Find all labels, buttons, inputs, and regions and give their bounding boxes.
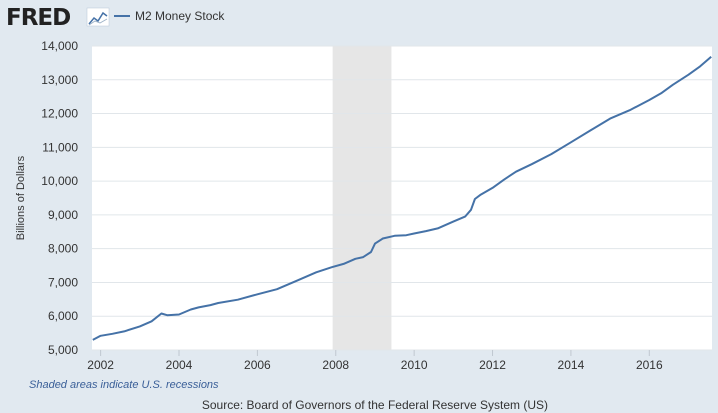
y-tick-label: 7,000 [48, 275, 78, 289]
header: FRED M2 Money Stock [6, 5, 225, 31]
x-tick-label: 2016 [636, 358, 663, 372]
y-tick-label: 13,000 [41, 73, 78, 87]
y-tick-label: 8,000 [48, 242, 78, 256]
grid-layer [92, 45, 712, 351]
y-axis-ticks: 5,000 6,000 7,000 8,000 9,000 10,000 11,000 12,… [41, 39, 78, 357]
source-note: Source: Board of Governors of the Federa… [202, 398, 548, 412]
recession-band [332, 46, 392, 350]
x-tick-label: 2008 [322, 358, 349, 372]
y-tick-label: 5,000 [48, 343, 78, 357]
y-tick-label: 12,000 [41, 107, 78, 121]
x-tick-label: 2002 [87, 358, 114, 372]
y-tick-label: 9,000 [48, 208, 78, 222]
x-tick-label: 2014 [558, 358, 585, 372]
recession-layer [332, 46, 392, 350]
fred-graph-icon [86, 7, 110, 27]
x-tick-label: 2010 [401, 358, 428, 372]
recession-note: Shaded areas indicate U.S. recessions [29, 379, 219, 391]
plot-area [92, 46, 712, 350]
legend-label[interactable]: M2 Money Stock [135, 9, 225, 23]
fred-logo[interactable]: FRED [6, 5, 71, 31]
x-axis-ticks: 2002 2004 2006 2008 2010 2012 2014 2016 [87, 350, 663, 372]
y-tick-label: 11,000 [42, 140, 78, 154]
series-line-m2[interactable] [92, 56, 712, 341]
x-tick-label: 2006 [244, 358, 271, 372]
series-layer [92, 56, 712, 341]
y-tick-label: 10,000 [41, 174, 78, 188]
y-tick-label: 6,000 [48, 309, 78, 323]
x-tick-label: 2012 [479, 358, 506, 372]
x-tick-label: 2004 [166, 358, 193, 372]
y-tick-label: 14,000 [41, 39, 78, 53]
y-axis-title: Billions of Dollars [15, 155, 27, 240]
